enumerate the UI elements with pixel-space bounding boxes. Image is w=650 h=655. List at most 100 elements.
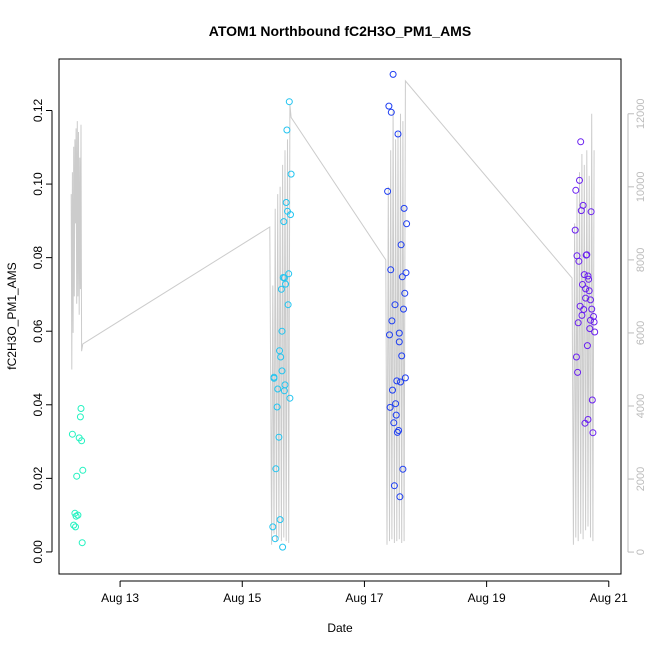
- data-point: [398, 273, 406, 281]
- data-point: [395, 329, 403, 337]
- data-point: [589, 429, 597, 437]
- data-point: [386, 403, 394, 411]
- data-point: [588, 396, 596, 404]
- data-point: [74, 511, 82, 519]
- data-point: [389, 386, 396, 394]
- data-point: [277, 353, 285, 361]
- data-point: [587, 296, 594, 304]
- data-point: [274, 385, 282, 393]
- data-point: [580, 306, 588, 313]
- data-point: [395, 338, 403, 346]
- data-point: [273, 403, 281, 411]
- y-tick-label: 0.04: [31, 393, 45, 417]
- data-point: [391, 301, 399, 309]
- data-point: [576, 176, 583, 184]
- y2-tick-label: 12000: [635, 98, 647, 129]
- data-point: [70, 521, 78, 529]
- data-point: [287, 170, 295, 178]
- background-series-line: [70, 79, 595, 545]
- data-point: [72, 523, 79, 531]
- data-point: [387, 108, 395, 116]
- y2-tick-label: 2000: [635, 467, 647, 491]
- y2-axis: 0 2000 4000 6000 8000 10000 12000: [627, 98, 647, 555]
- data-point: [271, 535, 279, 543]
- data-point: [583, 342, 591, 350]
- data-point: [284, 301, 292, 309]
- y-tick-label: 0.06: [31, 319, 45, 343]
- data-point: [77, 405, 85, 412]
- y-axis: 0.00 0.02 0.04 0.06 0.08 0.10 0.12: [31, 98, 53, 564]
- y2-tick-label: 0: [635, 549, 647, 555]
- y-tick-label: 0.08: [31, 246, 45, 270]
- data-point: [287, 211, 294, 219]
- data-point: [403, 220, 411, 228]
- data-point: [285, 98, 293, 106]
- chart-title: ATOM1 Northbound fC2H3O_PM1_AMS: [209, 23, 471, 39]
- x-tick-label: Aug 17: [345, 591, 383, 605]
- data-point: [282, 199, 290, 206]
- data-point: [278, 327, 286, 335]
- data-point: [402, 269, 410, 277]
- data-point: [395, 427, 403, 434]
- data-point: [587, 208, 595, 216]
- data-point: [280, 218, 288, 226]
- data-point: [72, 512, 80, 520]
- x-axis-label: Date: [327, 621, 353, 635]
- data-point: [393, 428, 401, 436]
- data-point: [278, 367, 286, 375]
- data-point: [579, 201, 587, 209]
- data-point: [277, 285, 285, 293]
- data-point: [572, 186, 580, 194]
- data-point: [584, 272, 592, 280]
- data-point: [390, 482, 398, 490]
- data-point: [392, 400, 400, 408]
- x-tick-label: Aug 19: [468, 591, 506, 605]
- data-point: [398, 352, 406, 360]
- data-point: [584, 416, 592, 423]
- data-point: [393, 377, 401, 385]
- data-point: [577, 138, 585, 146]
- data-point: [73, 472, 81, 480]
- data-point: [574, 368, 582, 376]
- data-point: [401, 289, 409, 297]
- x-tick-label: Aug 21: [590, 591, 628, 605]
- data-point: [388, 317, 396, 325]
- data-point: [389, 70, 397, 78]
- data-point: [275, 433, 283, 441]
- data-point: [582, 294, 590, 302]
- data-point: [572, 353, 580, 361]
- y-tick-label: 0.10: [31, 172, 45, 196]
- data-point: [585, 275, 593, 283]
- y2-tick-label: 8000: [635, 248, 647, 272]
- data-point: [270, 374, 278, 382]
- data-point: [276, 347, 283, 355]
- data-point: [401, 374, 409, 382]
- data-point: [575, 257, 583, 265]
- data-point: [396, 493, 404, 501]
- plot-frame: [58, 58, 622, 575]
- data-point: [397, 378, 404, 386]
- data-point: [276, 516, 284, 524]
- data-point: [580, 271, 588, 279]
- points-layer: [68, 70, 599, 551]
- data-point: [386, 331, 393, 339]
- data-point: [397, 241, 405, 249]
- y2-tick-label: 4000: [635, 394, 647, 418]
- data-point: [385, 102, 393, 110]
- data-point: [586, 325, 594, 333]
- y-axis-label: fC2H3O_PM1_AMS: [5, 262, 19, 369]
- data-point: [399, 465, 407, 473]
- data-point: [68, 430, 76, 438]
- background-line-layer: [70, 79, 595, 545]
- data-point: [571, 226, 579, 234]
- data-point: [279, 543, 287, 551]
- data-point: [78, 437, 86, 445]
- data-point: [387, 266, 395, 274]
- data-point: [390, 419, 398, 427]
- x-tick-label: Aug 13: [101, 591, 139, 605]
- data-point: [574, 319, 582, 327]
- data-point: [286, 394, 294, 402]
- x-tick-label: Aug 15: [223, 591, 261, 605]
- data-point: [400, 305, 407, 313]
